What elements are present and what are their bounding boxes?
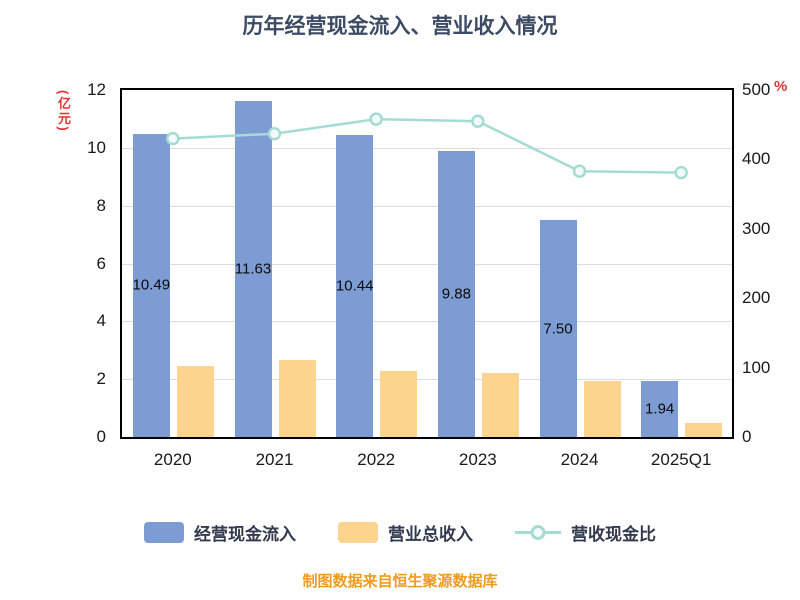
bar-revenue-2020	[176, 366, 214, 437]
bar-revenue-2021	[278, 360, 316, 437]
gridline	[122, 205, 732, 207]
line-marker-2025Q1	[674, 165, 688, 180]
line-marker-2023	[471, 114, 485, 128]
x-axis-label-2024: 2024	[560, 450, 599, 469]
legend-swatch-blue	[144, 522, 184, 543]
gridline	[122, 379, 732, 381]
right-axis-tick-300: 300	[742, 218, 771, 238]
left-axis-tick-2: 2	[96, 369, 106, 389]
legend-item-ratio: 营收现金比	[515, 520, 656, 545]
right-axis-tick-200: 200	[742, 288, 771, 308]
legend-label-revenue: 营业总收入	[388, 525, 473, 544]
bar-cash-inflow-2021	[234, 100, 272, 437]
left-axis-tick-8: 8	[96, 195, 106, 215]
ratio-line	[172, 117, 682, 174]
line-marker-2020	[166, 131, 180, 146]
legend: 经营现金流入 营业总收入 营收现金比	[0, 520, 800, 545]
line-marker-2022	[369, 112, 383, 126]
right-axis-tick-500: 500	[742, 80, 771, 99]
chart-title: 历年经营现金流入、营业收入情况	[242, 15, 558, 38]
right-axis-tick-100: 100	[742, 357, 771, 377]
legend-line-marker-icon	[515, 522, 561, 543]
bar-value-label-2024: 7.50	[543, 320, 573, 338]
bar-revenue-2022	[380, 370, 418, 437]
bar-value-label-2025Q1: 1.94	[645, 400, 675, 418]
left-axis-tick-10: 10	[87, 137, 106, 157]
gridline	[122, 263, 732, 265]
right-axis-tick-400: 400	[742, 149, 771, 169]
line-marker-2024	[572, 164, 587, 178]
bar-cash-inflow-2022	[336, 135, 374, 437]
bar-value-label-2023: 9.88	[441, 285, 471, 303]
legend-swatch-orange	[338, 522, 378, 543]
bar-cash-inflow-2024	[539, 220, 577, 437]
left-axis-tick-0: 0	[96, 427, 106, 446]
bar-value-label-2020: 10.49	[132, 276, 171, 294]
bar-cash-inflow-2020	[132, 133, 170, 437]
x-axis-label-2025Q1: 2025Q1	[650, 450, 712, 469]
legend-label-ratio: 营收现金比	[571, 525, 656, 544]
x-axis-label-2021: 2021	[255, 450, 294, 469]
bar-revenue-2024	[583, 380, 621, 437]
left-axis-unit-label: (亿元)	[56, 90, 71, 133]
x-axis-label-2022: 2022	[357, 450, 396, 469]
legend-circle-marker-icon	[530, 525, 546, 540]
bar-value-label-2021: 11.63	[234, 260, 272, 278]
bar-cash-inflow-2023	[437, 151, 475, 437]
gridline	[122, 147, 732, 149]
bar-revenue-2023	[481, 373, 519, 437]
line-marker-2021	[267, 126, 282, 141]
left-axis-tick-12: 12	[87, 80, 106, 99]
right-axis-unit-label: %	[774, 78, 788, 95]
legend-item-cash-inflow: 经营现金流入	[144, 520, 296, 545]
left-axis-tick-4: 4	[96, 311, 106, 331]
x-axis-label-2020: 2020	[153, 450, 192, 469]
x-axis-label-2023: 2023	[458, 450, 497, 469]
ratio-line-layer	[166, 112, 688, 180]
gridline	[122, 321, 732, 323]
legend-item-revenue: 营业总收入	[338, 520, 473, 545]
source-note: 制图数据来自恒生聚源数据库	[302, 573, 498, 590]
legend-label-cash-inflow: 经营现金流入	[194, 525, 296, 544]
right-axis-tick-0: 0	[742, 427, 752, 446]
bar-revenue-2025Q1	[685, 422, 723, 437]
bar-value-label-2022: 10.44	[335, 277, 374, 295]
plot-area: 10.49 11.63 10.44 9.88 7.50 1.94	[120, 88, 734, 439]
left-axis-tick-6: 6	[96, 253, 106, 273]
bar-cash-inflow-2025Q1	[641, 380, 679, 437]
